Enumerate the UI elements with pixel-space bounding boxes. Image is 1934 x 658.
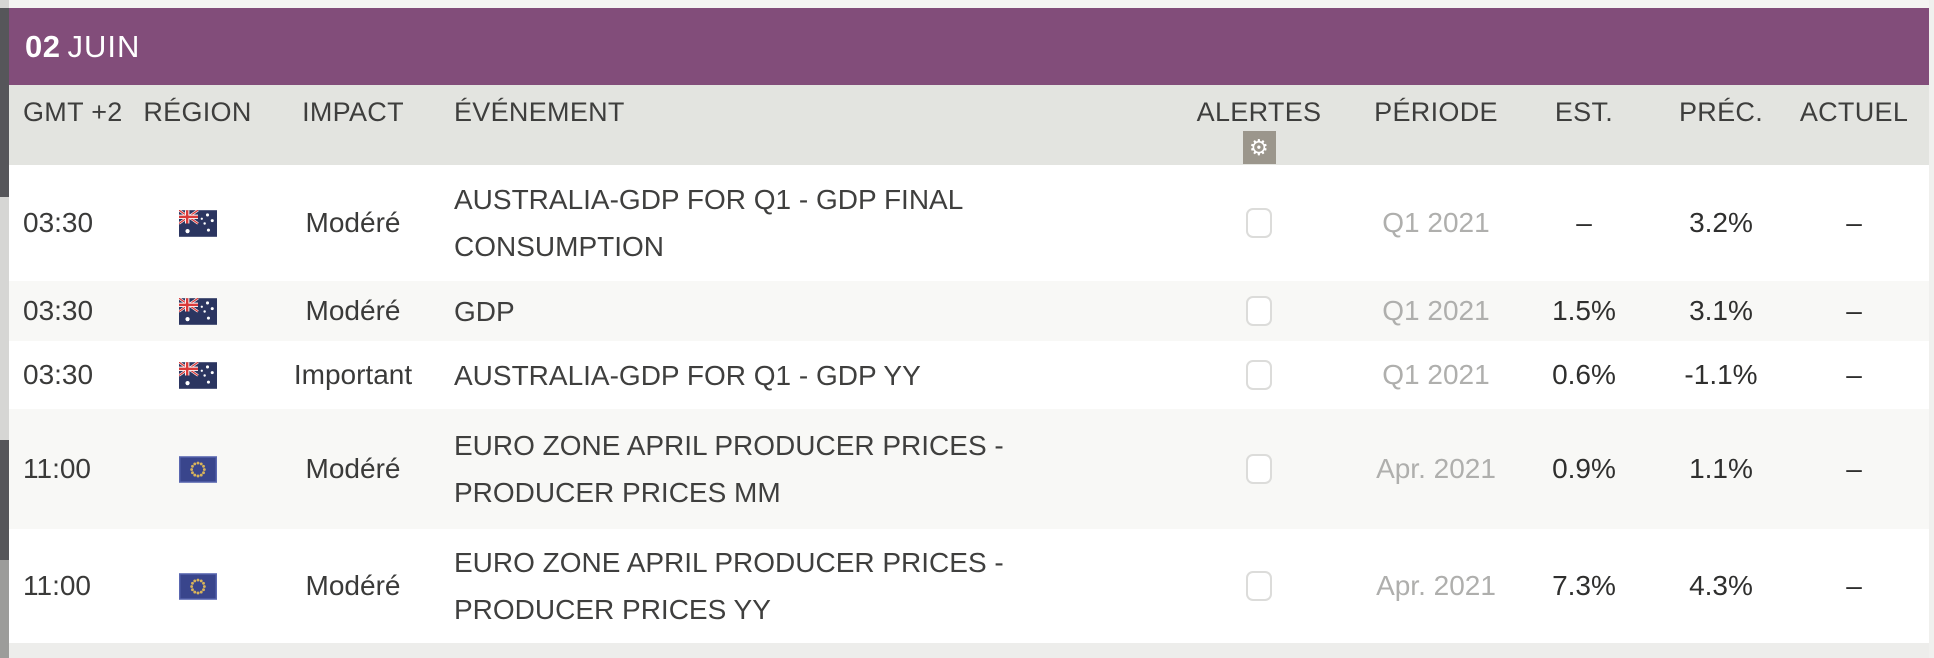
estimate-value: 1.5%	[1552, 295, 1616, 326]
alert-checkbox[interactable]	[1246, 360, 1272, 390]
event-title: AUSTRALIA-GDP FOR Q1 - GDP FINAL CONSUMP…	[454, 184, 963, 262]
date-banner: 02 JUIN	[9, 8, 1929, 85]
impact-label: Modéré	[305, 295, 401, 326]
impact-label: Modéré	[305, 453, 401, 484]
estimate-value: –	[1576, 207, 1592, 238]
date-month: JUIN	[67, 28, 141, 64]
period-value: Q1 2021	[1382, 207, 1490, 238]
column-header-event: ÉVÉNEMENT	[454, 97, 625, 127]
alert-checkbox[interactable]	[1246, 296, 1272, 326]
estimate-value: 7.3%	[1552, 570, 1616, 601]
alert-settings-button[interactable]: ⚙	[1242, 131, 1276, 164]
event-time: 03:30	[23, 359, 94, 390]
alert-checkbox[interactable]	[1246, 454, 1272, 484]
alerts-cell	[1150, 296, 1368, 326]
scrollbar-thumb[interactable]	[0, 560, 9, 658]
column-header-alerts-label: ALERTES	[1196, 97, 1322, 127]
australia-flag-icon	[178, 361, 217, 389]
table-row: 03:30 Modéré AUSTRALIA-GDP FOR Q	[9, 165, 1929, 281]
left-scrollbar[interactable]	[0, 0, 9, 658]
previous-value: 1.1%	[1689, 453, 1753, 484]
table-row: 11:00 Modéré EURO ZONE APRIL PRODUCER PR…	[9, 529, 1929, 643]
region-cell	[133, 297, 262, 325]
region-cell	[133, 572, 262, 600]
column-header-time: GMT +2	[23, 97, 123, 127]
right-edge-strip	[1929, 0, 1934, 658]
estimate-value: 0.9%	[1552, 453, 1616, 484]
actual-value: –	[1846, 295, 1862, 326]
australia-flag-icon	[178, 297, 217, 325]
date-day: 02	[25, 28, 61, 64]
eu-flag-icon	[178, 572, 217, 600]
previous-value: 3.1%	[1689, 295, 1753, 326]
table-row: 03:30 Modéré GDP	[9, 281, 1929, 341]
previous-value: -1.1%	[1684, 359, 1758, 390]
table-row: 03:30 Important AUSTRALIA-GDP FO	[9, 341, 1929, 409]
column-header-impact: IMPACT	[302, 97, 404, 127]
top-edge-strip	[0, 0, 1934, 8]
event-title: EURO ZONE APRIL PRODUCER PRICES - PRODUC…	[454, 547, 1004, 625]
event-title: GDP	[454, 295, 515, 327]
column-header-alerts: ALERTES ⚙	[1150, 85, 1368, 165]
event-time: 11:00	[23, 570, 91, 601]
table-body: 03:30 Modéré AUSTRALIA-GDP FOR Q	[9, 165, 1929, 643]
alerts-cell	[1150, 454, 1368, 484]
event-time: 11:00	[23, 453, 91, 484]
impact-label: Modéré	[305, 207, 401, 238]
gear-icon: ⚙	[1248, 134, 1270, 160]
period-value: Q1 2021	[1382, 295, 1490, 326]
alert-checkbox[interactable]	[1246, 571, 1272, 601]
impact-label: Modéré	[305, 570, 401, 601]
event-time: 03:30	[23, 295, 94, 326]
australia-flag-icon	[178, 209, 217, 237]
region-cell	[133, 209, 262, 237]
region-cell	[133, 455, 262, 483]
actual-value: –	[1846, 570, 1862, 601]
alerts-cell	[1150, 571, 1368, 601]
period-value: Apr. 2021	[1376, 570, 1496, 601]
alerts-cell	[1150, 360, 1368, 390]
eu-flag-icon	[178, 455, 217, 483]
column-header-actual: ACTUEL	[1799, 97, 1909, 127]
table-header-row: GMT +2 RÉGION IMPACT ÉVÉNEMENT ALERTES ⚙…	[9, 85, 1929, 165]
impact-label: Important	[293, 359, 413, 390]
region-cell	[133, 361, 262, 389]
event-time: 03:30	[23, 207, 94, 238]
scrollbar-thumb[interactable]	[0, 440, 9, 560]
alerts-cell	[1150, 208, 1368, 238]
previous-value: 4.3%	[1689, 570, 1753, 601]
estimate-value: 0.6%	[1552, 359, 1616, 390]
event-title: EURO ZONE APRIL PRODUCER PRICES - PRODUC…	[454, 430, 1004, 508]
alert-checkbox[interactable]	[1246, 208, 1272, 238]
scrollbar-thumb[interactable]	[0, 8, 9, 197]
period-value: Apr. 2021	[1376, 453, 1496, 484]
column-header-prev: PRÉC.	[1678, 97, 1764, 127]
table-row: 11:00 Modéré EURO ZONE APRIL PRODUCER PR…	[9, 409, 1929, 529]
column-header-est: EST.	[1554, 97, 1614, 127]
event-title: AUSTRALIA-GDP FOR Q1 - GDP YY	[454, 359, 921, 391]
previous-value: 3.2%	[1689, 207, 1753, 238]
next-row-edge	[9, 643, 1929, 658]
actual-value: –	[1846, 207, 1862, 238]
period-value: Q1 2021	[1382, 359, 1490, 390]
column-header-region: RÉGION	[143, 97, 252, 127]
actual-value: –	[1846, 453, 1862, 484]
column-header-period: PÉRIODE	[1374, 97, 1498, 127]
actual-value: –	[1846, 359, 1862, 390]
